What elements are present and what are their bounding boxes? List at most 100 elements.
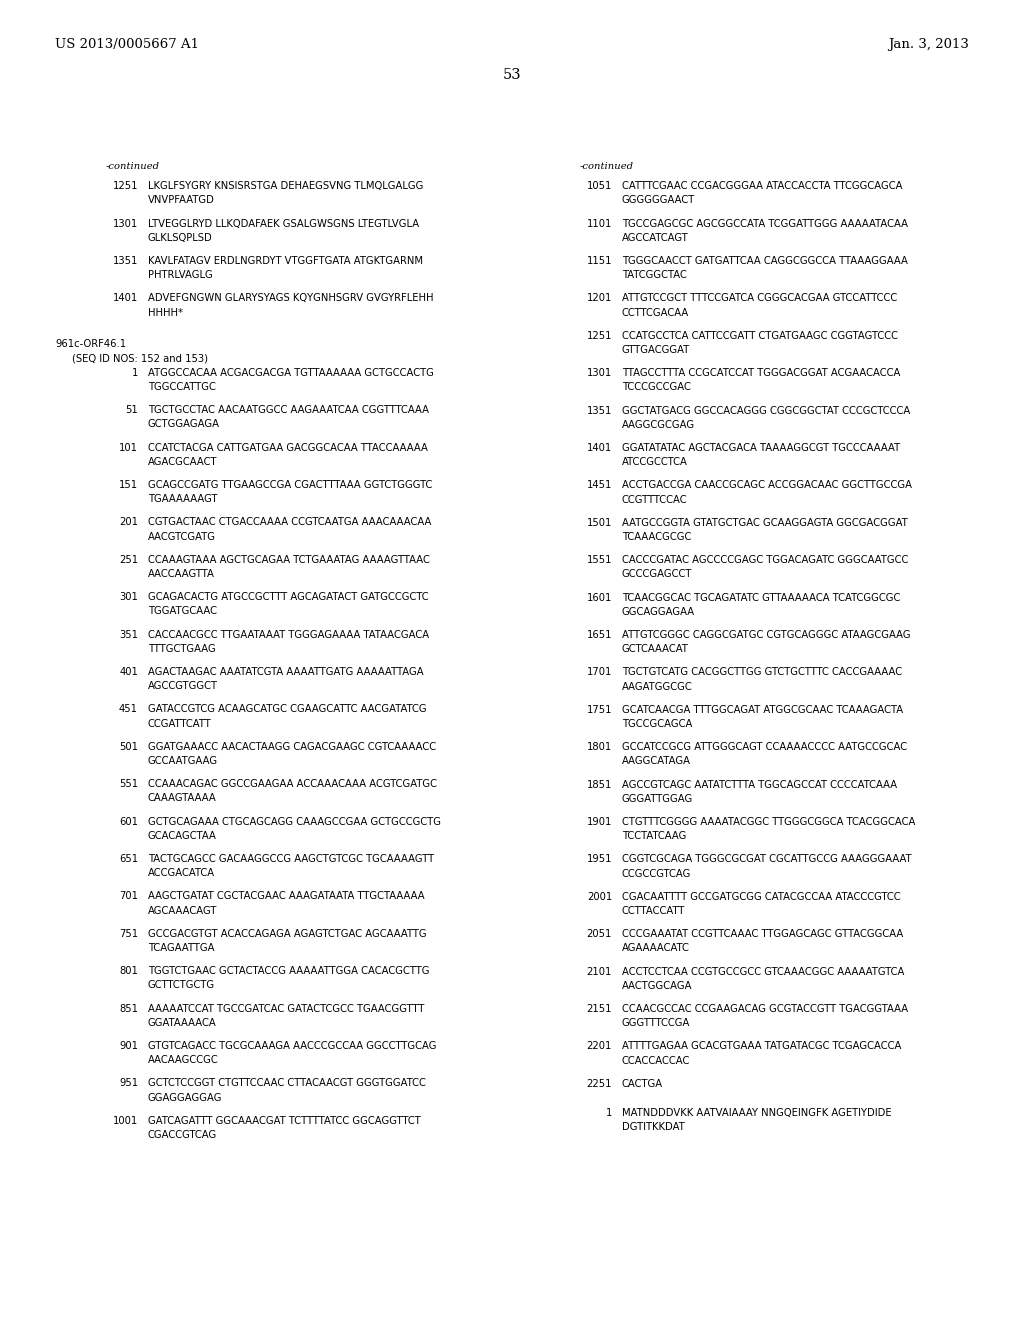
Text: CAAAGTAAAA: CAAAGTAAAA: [148, 793, 217, 804]
Text: 1901: 1901: [587, 817, 612, 828]
Text: -continued: -continued: [580, 162, 634, 172]
Text: TGGTCTGAAC GCTACTACCG AAAAATTGGA CACACGCTTG: TGGTCTGAAC GCTACTACCG AAAAATTGGA CACACGC…: [148, 966, 429, 975]
Text: GCATCAACGA TTTGGCAGAT ATGGCGCAAC TCAAAGACTA: GCATCAACGA TTTGGCAGAT ATGGCGCAAC TCAAAGA…: [622, 705, 903, 715]
Text: CCGCCGTCAG: CCGCCGTCAG: [622, 869, 691, 879]
Text: GCCCGAGCCT: GCCCGAGCCT: [622, 569, 692, 579]
Text: GCTCTCCGGT CTGTTCCAAC CTTACAACGT GGGTGGATCC: GCTCTCCGGT CTGTTCCAAC CTTACAACGT GGGTGGA…: [148, 1078, 426, 1088]
Text: GCTGGAGAGA: GCTGGAGAGA: [148, 420, 220, 429]
Text: LTVEGGLRYD LLKQDAFAEK GSALGWSGNS LTEGTLVGLA: LTVEGGLRYD LLKQDAFAEK GSALGWSGNS LTEGTLV…: [148, 219, 419, 228]
Text: 1801: 1801: [587, 742, 612, 752]
Text: CCATGCCTCA CATTCCGATT CTGATGAAGC CGGTAGTCCC: CCATGCCTCA CATTCCGATT CTGATGAAGC CGGTAGT…: [622, 331, 898, 341]
Text: 1051: 1051: [587, 181, 612, 191]
Text: CACCCGATAC AGCCCCGAGC TGGACAGATC GGGCAATGCC: CACCCGATAC AGCCCCGAGC TGGACAGATC GGGCAAT…: [622, 556, 908, 565]
Text: VNVPFAATGD: VNVPFAATGD: [148, 195, 215, 206]
Text: GCCGACGTGT ACACCAGAGA AGAGTCTGAC AGCAAATTG: GCCGACGTGT ACACCAGAGA AGAGTCTGAC AGCAAAT…: [148, 929, 427, 939]
Text: 1551: 1551: [587, 556, 612, 565]
Text: TGAAAAAAGT: TGAAAAAAGT: [148, 494, 217, 504]
Text: 701: 701: [119, 891, 138, 902]
Text: 901: 901: [119, 1041, 138, 1051]
Text: 1201: 1201: [587, 293, 612, 304]
Text: CCACCACCAC: CCACCACCAC: [622, 1056, 690, 1065]
Text: CCTTACCATT: CCTTACCATT: [622, 906, 685, 916]
Text: 1001: 1001: [113, 1115, 138, 1126]
Text: 1301: 1301: [587, 368, 612, 379]
Text: CGTGACTAAC CTGACCAAAA CCGTCAATGA AAACAAACAA: CGTGACTAAC CTGACCAAAA CCGTCAATGA AAACAAA…: [148, 517, 431, 527]
Text: 1601: 1601: [587, 593, 612, 603]
Text: AGACGCAACT: AGACGCAACT: [148, 457, 217, 467]
Text: CCGATTCATT: CCGATTCATT: [148, 718, 212, 729]
Text: ATCCGCCTCA: ATCCGCCTCA: [622, 457, 688, 467]
Text: GGGGGGAACT: GGGGGGAACT: [622, 195, 695, 206]
Text: GCCATCCGCG ATTGGGCAGT CCAAAACCCC AATGCCGCAC: GCCATCCGCG ATTGGGCAGT CCAAAACCCC AATGCCG…: [622, 742, 907, 752]
Text: ATGGCCACAA ACGACGACGA TGTTAAAAAA GCTGCCACTG: ATGGCCACAA ACGACGACGA TGTTAAAAAA GCTGCCA…: [148, 368, 434, 378]
Text: GGGATTGGAG: GGGATTGGAG: [622, 793, 693, 804]
Text: GCTCAAACAT: GCTCAAACAT: [622, 644, 689, 655]
Text: CCATCTACGA CATTGATGAA GACGGCACAA TTACCAAAAA: CCATCTACGA CATTGATGAA GACGGCACAA TTACCAA…: [148, 442, 428, 453]
Text: 1151: 1151: [587, 256, 612, 267]
Text: TCAAACGCGC: TCAAACGCGC: [622, 532, 691, 543]
Text: CCCGAAATAT CCGTTCAAAC TTGGAGCAGC GTTACGGCAA: CCCGAAATAT CCGTTCAAAC TTGGAGCAGC GTTACGG…: [622, 929, 903, 940]
Text: 401: 401: [119, 667, 138, 677]
Text: 851: 851: [119, 1003, 138, 1014]
Text: AAGGCGCGAG: AAGGCGCGAG: [622, 420, 695, 430]
Text: ACCTGACCGA CAACCGCAGC ACCGGACAAC GGCTTGCCGA: ACCTGACCGA CAACCGCAGC ACCGGACAAC GGCTTGC…: [622, 480, 912, 491]
Text: AAGCTGATAT CGCTACGAAC AAAGATAATA TTGCTAAAAA: AAGCTGATAT CGCTACGAAC AAAGATAATA TTGCTAA…: [148, 891, 425, 902]
Text: 301: 301: [119, 593, 138, 602]
Text: TTTGCTGAAG: TTTGCTGAAG: [148, 644, 216, 653]
Text: 951: 951: [119, 1078, 138, 1088]
Text: 2201: 2201: [587, 1041, 612, 1052]
Text: -continued: -continued: [106, 162, 160, 172]
Text: AACTGGCAGA: AACTGGCAGA: [622, 981, 692, 991]
Text: GATACCGTCG ACAAGCATGC CGAAGCATTC AACGATATCG: GATACCGTCG ACAAGCATGC CGAAGCATTC AACGATA…: [148, 705, 427, 714]
Text: 451: 451: [119, 705, 138, 714]
Text: 501: 501: [119, 742, 138, 751]
Text: 101: 101: [119, 442, 138, 453]
Text: 1451: 1451: [587, 480, 612, 491]
Text: 2051: 2051: [587, 929, 612, 940]
Text: CTGTTTCGGGG AAAATACGGC TTGGGCGGCA TCACGGCACA: CTGTTTCGGGG AAAATACGGC TTGGGCGGCA TCACGG…: [622, 817, 915, 828]
Text: GGCAGGAGAA: GGCAGGAGAA: [622, 607, 695, 616]
Text: AACGTCGATG: AACGTCGATG: [148, 532, 216, 541]
Text: AGCCGTGGCT: AGCCGTGGCT: [148, 681, 218, 692]
Text: AACCAAGTTA: AACCAAGTTA: [148, 569, 215, 579]
Text: ATTTTGAGAA GCACGTGAAA TATGATACGC TCGAGCACCA: ATTTTGAGAA GCACGTGAAA TATGATACGC TCGAGCA…: [622, 1041, 901, 1052]
Text: 1851: 1851: [587, 780, 612, 789]
Text: 601: 601: [119, 817, 138, 826]
Text: GGATGAAACC AACACTAAGG CAGACGAAGC CGTCAAAACC: GGATGAAACC AACACTAAGG CAGACGAAGC CGTCAAA…: [148, 742, 436, 751]
Text: GCAGCCGATG TTGAAGCCGA CGACTTTAAA GGTCTGGGTC: GCAGCCGATG TTGAAGCCGA CGACTTTAAA GGTCTGG…: [148, 480, 432, 490]
Text: AAAAATCCAT TGCCGATCAC GATACTCGCC TGAACGGTTT: AAAAATCCAT TGCCGATCAC GATACTCGCC TGAACGG…: [148, 1003, 424, 1014]
Text: TGGCCATTGC: TGGCCATTGC: [148, 381, 216, 392]
Text: MATNDDDVKK AATVAIAAAY NNGQEINGFK AGETIYDIDE: MATNDDDVKK AATVAIAAAY NNGQEINGFK AGETIYD…: [622, 1107, 892, 1118]
Text: AGAAAACATC: AGAAAACATC: [622, 944, 690, 953]
Text: HHHH*: HHHH*: [148, 308, 183, 318]
Text: 1751: 1751: [587, 705, 612, 715]
Text: ATTGTCGGGC CAGGCGATGC CGTGCAGGGC ATAAGCGAAG: ATTGTCGGGC CAGGCGATGC CGTGCAGGGC ATAAGCG…: [622, 630, 910, 640]
Text: TGGGCAACCT GATGATTCAA CAGGCGGCCA TTAAAGGAAA: TGGGCAACCT GATGATTCAA CAGGCGGCCA TTAAAGG…: [622, 256, 908, 267]
Text: AACAAGCCGC: AACAAGCCGC: [148, 1055, 219, 1065]
Text: TCCTATCAAG: TCCTATCAAG: [622, 832, 686, 841]
Text: TGCTGTCATG CACGGCTTGG GTCTGCTTTC CACCGAAAAC: TGCTGTCATG CACGGCTTGG GTCTGCTTTC CACCGAA…: [622, 668, 902, 677]
Text: GATCAGATTT GGCAAACGAT TCTTTTATCC GGCAGGTTCT: GATCAGATTT GGCAAACGAT TCTTTTATCC GGCAGGT…: [148, 1115, 421, 1126]
Text: 1401: 1401: [587, 444, 612, 453]
Text: 1351: 1351: [587, 405, 612, 416]
Text: CGACAATTTT GCCGATGCGG CATACGCCAA ATACCCGTCC: CGACAATTTT GCCGATGCGG CATACGCCAA ATACCCG…: [622, 892, 901, 902]
Text: TACTGCAGCC GACAAGGCCG AAGCTGTCGC TGCAAAAGTT: TACTGCAGCC GACAAGGCCG AAGCTGTCGC TGCAAAA…: [148, 854, 434, 863]
Text: TCAGAATTGA: TCAGAATTGA: [148, 942, 214, 953]
Text: KAVLFATAGV ERDLNGRDYT VTGGFTGATA ATGKTGARNM: KAVLFATAGV ERDLNGRDYT VTGGFTGATA ATGKTGA…: [148, 256, 423, 267]
Text: GTTGACGGAT: GTTGACGGAT: [622, 345, 690, 355]
Text: CGACCGTCAG: CGACCGTCAG: [148, 1130, 217, 1140]
Text: GGGTTTCCGA: GGGTTTCCGA: [622, 1018, 690, 1028]
Text: TGCCGCAGCA: TGCCGCAGCA: [622, 719, 692, 729]
Text: 351: 351: [119, 630, 138, 639]
Text: GCCAATGAAG: GCCAATGAAG: [148, 756, 218, 766]
Text: DGTITKKDAT: DGTITKKDAT: [622, 1122, 685, 1131]
Text: TCAACGGCAC TGCAGATATC GTTAAAAACA TCATCGGCGC: TCAACGGCAC TGCAGATATC GTTAAAAACA TCATCGG…: [622, 593, 900, 603]
Text: 1501: 1501: [587, 517, 612, 528]
Text: ADVEFGNGWN GLARYSYAGS KQYGNHSGRV GVGYRFLEHH: ADVEFGNGWN GLARYSYAGS KQYGNHSGRV GVGYRFL…: [148, 293, 433, 304]
Text: 201: 201: [119, 517, 138, 527]
Text: 551: 551: [119, 779, 138, 789]
Text: 251: 251: [119, 554, 138, 565]
Text: 1: 1: [605, 1107, 612, 1118]
Text: 1651: 1651: [587, 630, 612, 640]
Text: TATCGGCTAC: TATCGGCTAC: [622, 271, 687, 280]
